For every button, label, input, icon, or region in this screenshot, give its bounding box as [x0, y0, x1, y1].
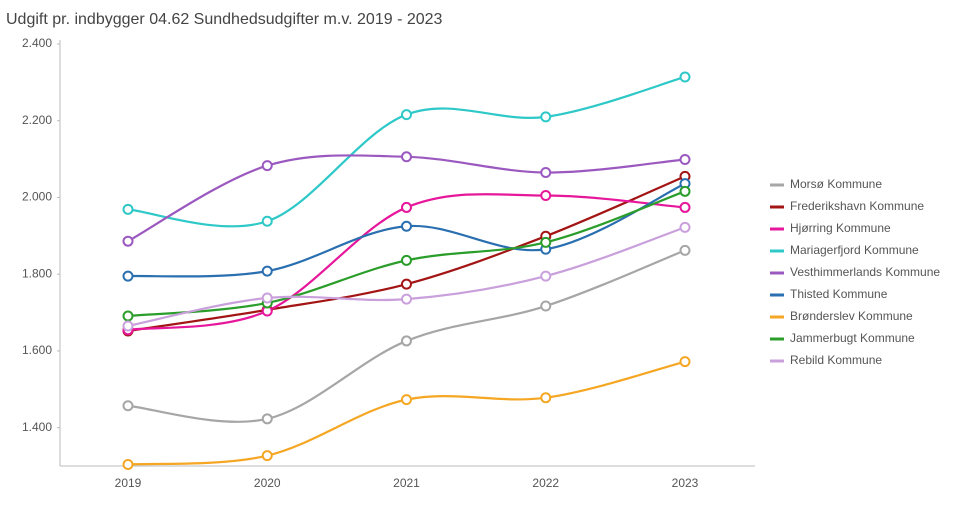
- point-marker: [261, 160, 273, 172]
- legend-label: Frederikshavn Kommune: [790, 199, 924, 213]
- point-marker: [122, 270, 134, 282]
- point-marker: [679, 221, 691, 233]
- point-marker: [122, 400, 134, 412]
- point-marker: [679, 185, 691, 197]
- point-marker: [122, 320, 134, 332]
- x-tick-label: 2019: [115, 476, 142, 490]
- chart-title: Udgift pr. indbygger 04.62 Sundhedsudgif…: [6, 11, 443, 28]
- point-marker: [540, 167, 552, 179]
- y-tick-label: 2.200: [22, 113, 52, 127]
- legend-label: Morsø Kommune: [790, 177, 882, 191]
- point-marker: [679, 153, 691, 165]
- legend-label: Brønderslev Kommune: [790, 309, 913, 323]
- point-marker: [401, 201, 412, 213]
- legend-label: Hjørring Kommune: [790, 221, 891, 235]
- point-marker: [261, 215, 273, 227]
- point-marker: [122, 235, 134, 247]
- point-marker: [401, 394, 412, 406]
- legend-label: Mariagerfjord Kommune: [790, 243, 919, 257]
- point-marker: [540, 392, 552, 404]
- point-marker: [540, 236, 552, 248]
- legend-label: Rebild Kommune: [790, 353, 882, 367]
- point-marker: [401, 335, 412, 347]
- point-marker: [401, 278, 412, 290]
- x-tick-label: 2023: [672, 476, 699, 490]
- point-marker: [401, 293, 412, 305]
- point-marker: [261, 450, 273, 462]
- point-marker: [540, 300, 552, 312]
- point-marker: [540, 190, 552, 202]
- series-line: [127, 360, 686, 466]
- point-marker: [679, 244, 691, 256]
- point-marker: [401, 220, 412, 232]
- point-marker: [261, 292, 273, 304]
- point-marker: [401, 151, 412, 163]
- y-tick-label: 1.600: [22, 343, 52, 357]
- point-marker: [540, 111, 552, 123]
- x-tick-label: 2020: [254, 476, 281, 490]
- y-tick-label: 1.800: [22, 266, 52, 280]
- point-marker: [679, 71, 691, 83]
- legend-label: Vesthimmerlands Kommune: [790, 265, 940, 279]
- point-marker: [261, 413, 273, 425]
- y-tick-label: 2.400: [22, 36, 52, 50]
- legend-label: Thisted Kommune: [790, 287, 888, 301]
- y-tick-label: 1.400: [22, 420, 52, 434]
- point-marker: [401, 109, 412, 121]
- point-marker: [401, 254, 412, 266]
- point-marker: [122, 458, 134, 470]
- legend-label: Jammerbugt Kommune: [790, 331, 915, 345]
- point-marker: [122, 310, 134, 322]
- point-marker: [122, 203, 134, 215]
- point-marker: [261, 265, 273, 277]
- point-marker: [540, 270, 552, 282]
- x-tick-label: 2022: [532, 476, 559, 490]
- point-marker: [679, 201, 691, 213]
- y-tick-label: 2.000: [22, 190, 52, 204]
- x-tick-label: 2021: [393, 476, 420, 490]
- point-marker: [679, 356, 691, 368]
